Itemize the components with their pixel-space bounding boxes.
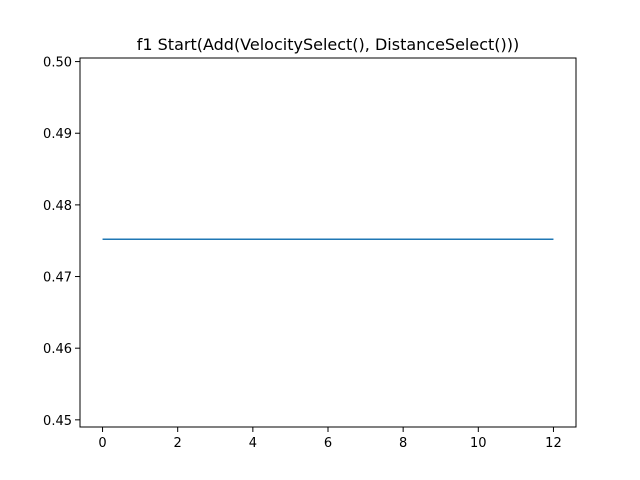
x-tick-label: 6 (324, 436, 332, 451)
chart-title: f1 Start(Add(VelocitySelect(), DistanceS… (137, 35, 520, 54)
y-tick-label: 0.49 (43, 127, 72, 142)
y-tick-label: 0.45 (43, 414, 72, 429)
y-tick-label: 0.50 (43, 56, 72, 71)
x-tick-label: 12 (545, 436, 562, 451)
x-tick-label: 8 (399, 436, 407, 451)
y-tick-label: 0.47 (43, 271, 72, 286)
x-axis: 0 2 4 6 8 10 12 (98, 427, 562, 451)
x-tick-label: 4 (249, 436, 257, 451)
y-tick-label: 0.46 (43, 342, 72, 357)
x-tick-label: 10 (470, 436, 487, 451)
x-tick-label: 0 (98, 436, 106, 451)
y-tick-label: 0.48 (43, 199, 72, 214)
y-axis: 0.45 0.46 0.47 0.48 0.49 0.50 (43, 56, 80, 429)
x-tick-label: 2 (174, 436, 182, 451)
